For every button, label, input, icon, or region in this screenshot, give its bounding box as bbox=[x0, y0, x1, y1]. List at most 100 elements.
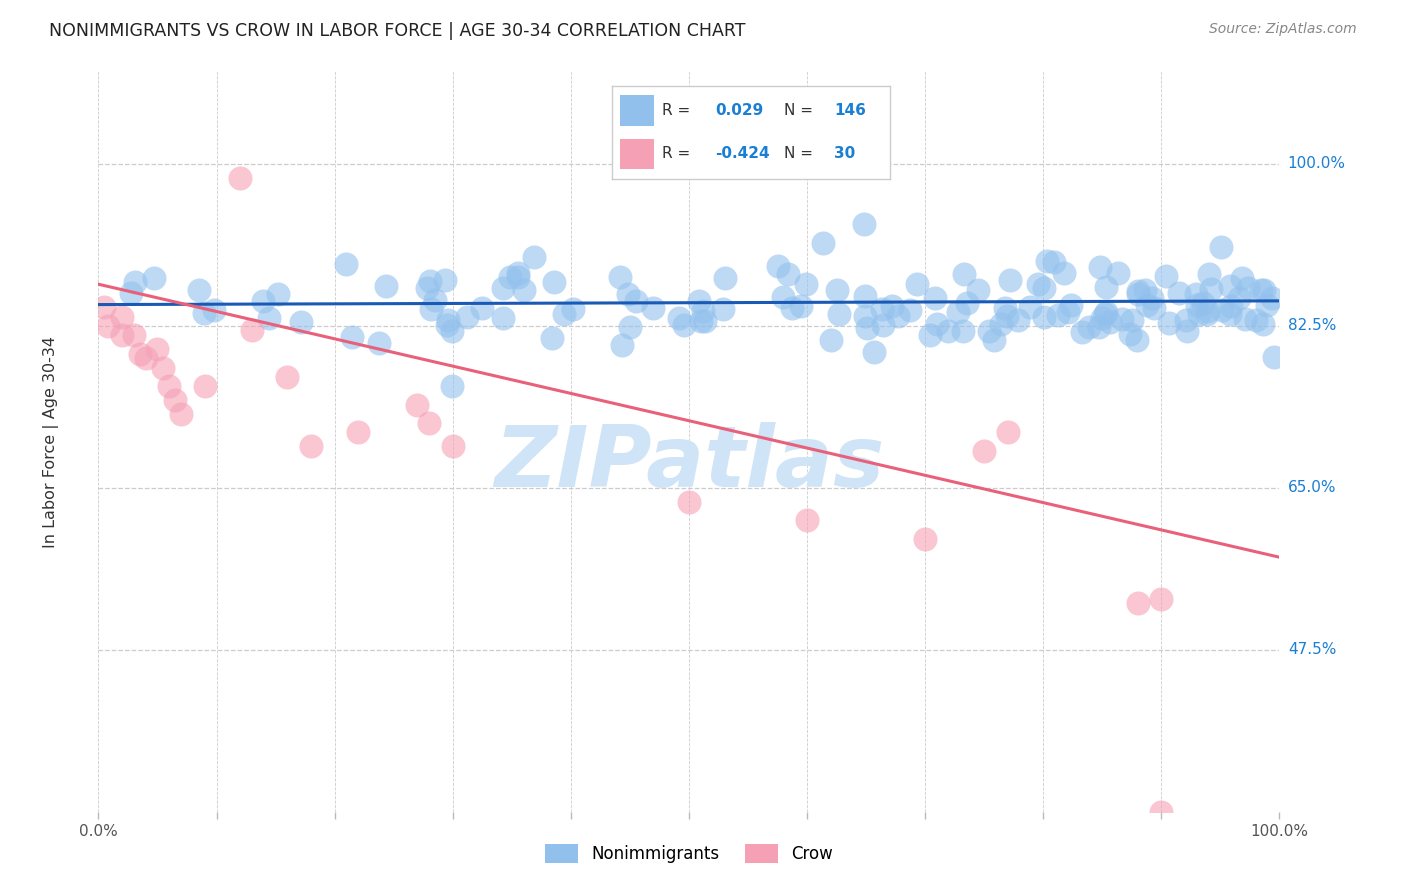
Point bbox=[456, 310, 478, 324]
Point bbox=[1237, 280, 1260, 294]
Point bbox=[1199, 282, 1222, 296]
Point bbox=[276, 369, 298, 384]
Point bbox=[782, 301, 804, 315]
Point bbox=[513, 283, 536, 297]
Point bbox=[711, 301, 734, 316]
Point bbox=[1060, 298, 1083, 312]
Point bbox=[523, 251, 546, 265]
Text: ZIPatlas: ZIPatlas bbox=[494, 422, 884, 505]
Point bbox=[1007, 313, 1029, 327]
Text: 82.5%: 82.5% bbox=[1288, 318, 1336, 334]
Point bbox=[1140, 291, 1163, 305]
Point bbox=[1126, 597, 1149, 611]
Point bbox=[689, 314, 711, 328]
Point bbox=[1154, 269, 1177, 284]
Point bbox=[918, 327, 941, 342]
Point bbox=[1088, 260, 1111, 274]
Point bbox=[853, 289, 876, 303]
Point bbox=[124, 275, 146, 289]
Point bbox=[1118, 327, 1140, 342]
Point bbox=[492, 281, 515, 295]
Point bbox=[299, 439, 322, 453]
Point bbox=[1185, 298, 1208, 312]
Point bbox=[1227, 291, 1250, 305]
Point bbox=[956, 296, 979, 310]
Point bbox=[997, 425, 1019, 440]
Point bbox=[1135, 283, 1157, 297]
Point bbox=[796, 513, 818, 527]
Point bbox=[436, 318, 458, 332]
Point bbox=[368, 335, 391, 350]
Point bbox=[135, 351, 157, 366]
Point bbox=[993, 301, 1015, 315]
Point bbox=[990, 317, 1012, 331]
Text: In Labor Force | Age 30-34: In Labor Force | Age 30-34 bbox=[44, 335, 59, 548]
Point bbox=[1099, 315, 1122, 329]
Point bbox=[693, 314, 716, 328]
Point bbox=[188, 283, 211, 297]
Point bbox=[499, 270, 522, 285]
Point bbox=[165, 392, 187, 407]
Point bbox=[714, 271, 737, 285]
Point bbox=[202, 303, 225, 318]
Point bbox=[266, 287, 288, 301]
Point bbox=[229, 170, 252, 185]
Point bbox=[506, 269, 529, 284]
Point bbox=[1253, 283, 1275, 297]
Point bbox=[541, 331, 564, 345]
Point bbox=[1095, 280, 1118, 294]
Point bbox=[1077, 320, 1099, 334]
Point bbox=[1230, 270, 1253, 285]
Point bbox=[973, 443, 995, 458]
Point bbox=[335, 257, 357, 271]
Point bbox=[1211, 240, 1233, 254]
Point bbox=[157, 379, 180, 393]
Point bbox=[870, 301, 893, 316]
Point bbox=[688, 294, 710, 309]
Point bbox=[508, 267, 530, 281]
Point bbox=[612, 337, 634, 351]
Point bbox=[1256, 298, 1278, 312]
Point bbox=[1263, 350, 1285, 364]
Point bbox=[342, 330, 364, 344]
Point bbox=[1192, 295, 1215, 310]
Point bbox=[1188, 307, 1211, 321]
Point bbox=[1126, 333, 1149, 347]
Point bbox=[1174, 313, 1197, 327]
Point bbox=[419, 302, 441, 317]
Point bbox=[952, 324, 974, 338]
Point bbox=[624, 294, 647, 309]
Point bbox=[938, 325, 960, 339]
Point bbox=[419, 275, 441, 289]
Point bbox=[290, 315, 312, 329]
Point bbox=[862, 345, 884, 359]
Point bbox=[491, 310, 513, 325]
Point bbox=[827, 307, 849, 321]
Point bbox=[1047, 308, 1070, 322]
Point bbox=[425, 293, 447, 308]
Point bbox=[1157, 316, 1180, 330]
Point bbox=[93, 301, 115, 315]
Point bbox=[1121, 313, 1143, 327]
Point bbox=[1095, 305, 1118, 319]
Point bbox=[441, 379, 464, 393]
Point bbox=[1174, 823, 1197, 838]
Legend: Nonimmigrants, Crow: Nonimmigrants, Crow bbox=[538, 838, 839, 870]
Point bbox=[97, 318, 120, 333]
Point bbox=[1035, 253, 1057, 268]
Point bbox=[1175, 325, 1198, 339]
Point bbox=[1091, 311, 1114, 326]
Point bbox=[1126, 285, 1149, 299]
Point bbox=[1056, 305, 1078, 319]
Point bbox=[1197, 303, 1219, 318]
Point bbox=[1251, 318, 1274, 332]
Point bbox=[811, 235, 834, 250]
Point bbox=[1136, 298, 1159, 312]
Point bbox=[790, 299, 813, 313]
Point bbox=[120, 286, 142, 301]
Point bbox=[872, 318, 894, 332]
Point bbox=[977, 324, 1000, 338]
Point bbox=[1219, 279, 1241, 293]
Point bbox=[561, 301, 583, 316]
Point bbox=[240, 324, 263, 338]
